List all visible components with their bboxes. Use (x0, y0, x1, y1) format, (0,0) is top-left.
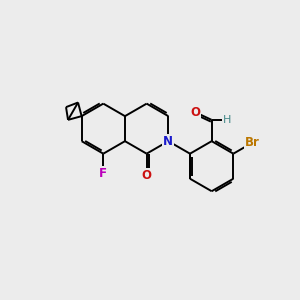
Text: O: O (142, 169, 152, 182)
Text: H: H (223, 115, 231, 125)
Text: Br: Br (245, 136, 260, 149)
Text: N: N (163, 135, 173, 148)
Text: F: F (99, 167, 107, 180)
Text: O: O (190, 106, 200, 119)
